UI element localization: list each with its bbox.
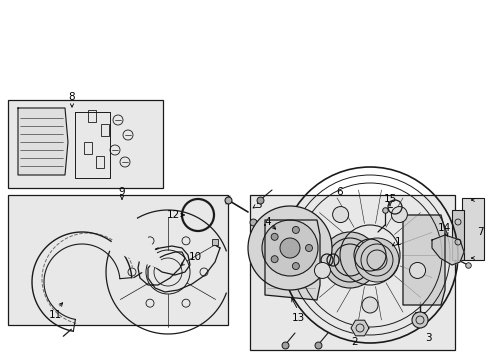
Bar: [451, 210, 463, 260]
Circle shape: [409, 262, 425, 278]
Polygon shape: [264, 220, 319, 300]
Text: 14: 14: [436, 223, 450, 233]
Bar: [461, 198, 483, 260]
Text: 9: 9: [119, 187, 125, 197]
Bar: [249, 195, 454, 350]
Circle shape: [361, 297, 377, 313]
Circle shape: [332, 207, 348, 222]
Polygon shape: [431, 235, 463, 265]
Circle shape: [354, 238, 398, 282]
Circle shape: [411, 312, 427, 328]
Circle shape: [247, 206, 331, 290]
Text: 10: 10: [188, 252, 201, 262]
Text: 1: 1: [394, 237, 401, 247]
Circle shape: [270, 256, 278, 263]
Bar: [96, 156, 104, 168]
Bar: [8, 195, 227, 325]
Bar: [8, 100, 163, 188]
Text: 7: 7: [476, 227, 482, 237]
Circle shape: [292, 262, 299, 270]
Text: 3: 3: [424, 333, 430, 343]
Polygon shape: [18, 108, 68, 175]
Circle shape: [305, 244, 312, 252]
Text: 2: 2: [351, 337, 358, 347]
Wedge shape: [108, 217, 168, 272]
Text: 13: 13: [291, 313, 304, 323]
Text: 8: 8: [68, 92, 75, 102]
Circle shape: [292, 226, 299, 233]
Text: 4: 4: [264, 217, 271, 227]
Polygon shape: [350, 320, 368, 336]
Bar: [101, 124, 109, 136]
Polygon shape: [402, 215, 444, 305]
Bar: [88, 110, 96, 122]
Text: 6: 6: [336, 187, 343, 197]
Circle shape: [270, 233, 278, 240]
Circle shape: [321, 232, 377, 288]
Circle shape: [314, 262, 330, 278]
Text: 5: 5: [254, 200, 261, 210]
Bar: [84, 142, 92, 154]
Text: 11: 11: [48, 310, 61, 320]
Text: 12: 12: [166, 210, 179, 220]
Circle shape: [280, 238, 299, 258]
Circle shape: [262, 220, 317, 276]
Text: 15: 15: [383, 194, 396, 204]
Circle shape: [390, 207, 407, 222]
